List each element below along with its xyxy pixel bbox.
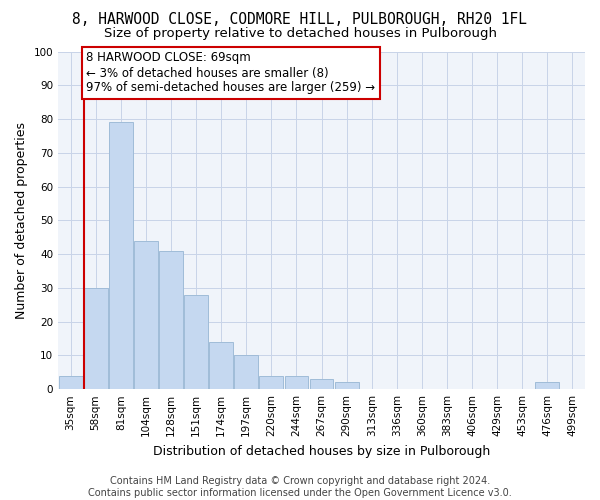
Bar	[209, 342, 233, 389]
Bar	[284, 376, 308, 389]
Bar	[259, 376, 283, 389]
Bar	[184, 294, 208, 389]
Text: 8, HARWOOD CLOSE, CODMORE HILL, PULBOROUGH, RH20 1FL: 8, HARWOOD CLOSE, CODMORE HILL, PULBOROU…	[73, 12, 527, 28]
Bar	[134, 240, 158, 389]
Bar	[159, 250, 183, 389]
Bar	[335, 382, 359, 389]
Text: 8 HARWOOD CLOSE: 69sqm
← 3% of detached houses are smaller (8)
97% of semi-detac: 8 HARWOOD CLOSE: 69sqm ← 3% of detached …	[86, 52, 376, 94]
Bar	[84, 288, 107, 389]
Y-axis label: Number of detached properties: Number of detached properties	[15, 122, 28, 319]
Text: Size of property relative to detached houses in Pulborough: Size of property relative to detached ho…	[104, 28, 497, 40]
X-axis label: Distribution of detached houses by size in Pulborough: Distribution of detached houses by size …	[153, 444, 490, 458]
Bar	[535, 382, 559, 389]
Bar	[310, 379, 334, 389]
Bar	[59, 376, 83, 389]
Bar	[109, 122, 133, 389]
Text: Contains HM Land Registry data © Crown copyright and database right 2024.
Contai: Contains HM Land Registry data © Crown c…	[88, 476, 512, 498]
Bar	[235, 356, 258, 389]
